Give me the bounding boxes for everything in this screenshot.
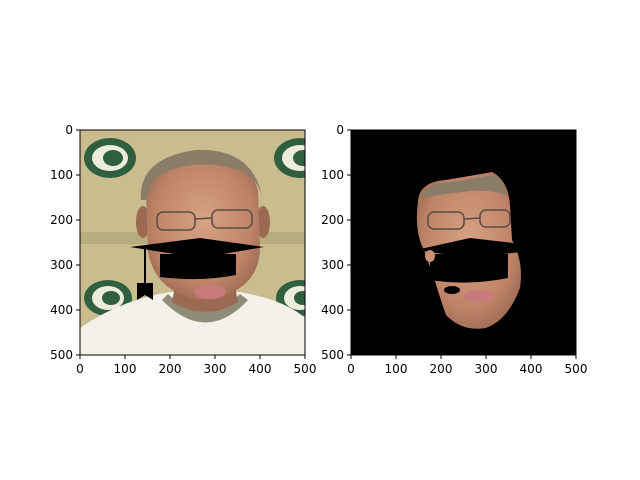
x-tick-label: 300 (475, 362, 498, 376)
segmented-occlusion (416, 238, 522, 294)
x-tick-label: 100 (114, 362, 137, 376)
y-tick-label: 400 (321, 303, 344, 317)
y-tick-label: 400 (50, 303, 73, 317)
y-tick-label: 200 (321, 213, 344, 227)
y-tick-label: 100 (50, 168, 73, 182)
axes-frame (79, 129, 306, 356)
segmented-eyeglasses (427, 209, 511, 230)
y-tick-label: 100 (321, 168, 344, 182)
x-tick-label: 0 (76, 362, 84, 376)
y-tick-label: 500 (50, 348, 73, 362)
y-tick-label: 300 (50, 258, 73, 272)
graduation-cap-overlay (130, 238, 264, 300)
team-logo-top-left (84, 138, 136, 178)
x-tick-label: 200 (159, 362, 182, 376)
cap-board (130, 238, 264, 258)
left-panel-image (80, 130, 305, 355)
x-tick-label: 0 (347, 362, 355, 376)
axes-frame (350, 129, 577, 356)
mouth (194, 285, 226, 299)
x-tick-label: 300 (204, 362, 227, 376)
right-panel-image (351, 130, 576, 355)
ear-right (256, 206, 270, 238)
eyeglasses (156, 209, 253, 231)
hair (140, 149, 262, 200)
segmented-hair (420, 175, 508, 198)
team-logo-top-right (274, 138, 305, 178)
y-tick-label: 500 (321, 348, 344, 362)
x-tick-label: 100 (385, 362, 408, 376)
y-tick-label: 200 (50, 213, 73, 227)
shirt-collar (162, 294, 248, 323)
ear-left (136, 206, 150, 238)
segmented-mouth (464, 290, 492, 302)
x-tick-label: 400 (520, 362, 543, 376)
sweater (80, 292, 305, 355)
y-tick-label: 0 (65, 123, 73, 137)
x-tick-label: 400 (249, 362, 272, 376)
y-tick-label: 0 (336, 123, 344, 137)
cap-tassel (137, 283, 153, 300)
cap-crown (160, 254, 236, 280)
x-tick-label: 500 (565, 362, 588, 376)
y-tick-label: 300 (321, 258, 344, 272)
x-tick-label: 200 (430, 362, 453, 376)
x-tick-label: 500 (294, 362, 317, 376)
